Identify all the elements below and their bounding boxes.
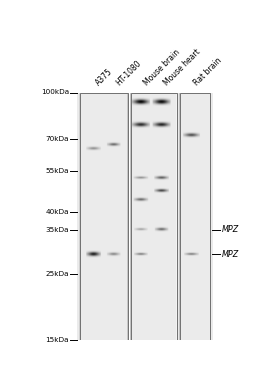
Text: MPZ: MPZ bbox=[221, 225, 239, 234]
Text: A375: A375 bbox=[94, 67, 115, 87]
Bar bbox=[80, 92, 128, 340]
Text: HT-1080: HT-1080 bbox=[115, 58, 143, 87]
Text: 70kDa: 70kDa bbox=[46, 136, 69, 142]
Bar bbox=[131, 92, 177, 340]
Bar bbox=[180, 92, 210, 340]
Text: 55kDa: 55kDa bbox=[46, 168, 69, 174]
Text: 100kDa: 100kDa bbox=[41, 90, 69, 95]
Text: 15kDa: 15kDa bbox=[46, 337, 69, 343]
Text: Mouse brain: Mouse brain bbox=[142, 47, 182, 87]
Text: 25kDa: 25kDa bbox=[46, 270, 69, 277]
Text: MPZ: MPZ bbox=[221, 250, 239, 259]
Text: Rat brain: Rat brain bbox=[192, 56, 223, 87]
Text: 35kDa: 35kDa bbox=[46, 227, 69, 233]
Text: 40kDa: 40kDa bbox=[46, 209, 69, 215]
Text: Mouse heart: Mouse heart bbox=[162, 47, 202, 87]
